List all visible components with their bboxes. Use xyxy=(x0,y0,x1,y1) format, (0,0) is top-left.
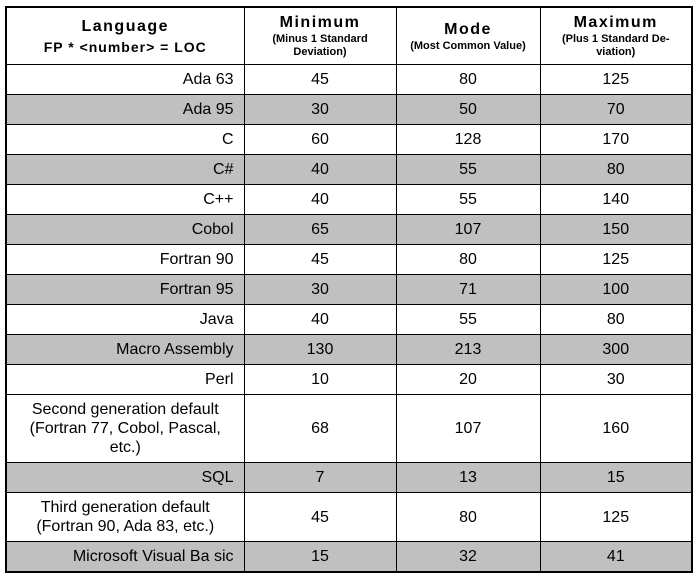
mode-cell: 55 xyxy=(395,304,541,335)
min-cell: 40 xyxy=(243,304,397,335)
table-row: Java 40 55 80 xyxy=(5,304,693,335)
mode-header-subtitle: (Most Common Value) xyxy=(410,39,526,52)
mode-cell: 128 xyxy=(395,124,541,155)
max-cell: 300 xyxy=(539,334,693,365)
language-header-formula: FP * <number> = LOC xyxy=(43,38,207,55)
language-cell: Ada 95 xyxy=(5,94,245,125)
language-cell: Third generation default (Fortran 90, Ad… xyxy=(5,492,245,542)
min-cell: 65 xyxy=(243,214,397,245)
table-row: C 60 128 170 xyxy=(5,124,693,155)
min-cell: 130 xyxy=(243,334,397,365)
table-row: Second generation default (Fortran 77, C… xyxy=(5,394,693,463)
max-cell: 80 xyxy=(539,304,693,335)
language-cell: Second generation default (Fortran 77, C… xyxy=(5,394,245,463)
mode-cell: 71 xyxy=(395,274,541,305)
max-cell: 140 xyxy=(539,184,693,215)
min-cell: 68 xyxy=(243,394,397,463)
language-cell: Java xyxy=(5,304,245,335)
language-cell: Fortran 90 xyxy=(5,244,245,275)
table-row: Macro Assembly 130 213 300 xyxy=(5,334,693,365)
table-row: Microsoft Visual Ba sic 15 32 41 xyxy=(5,541,693,573)
table-row: Fortran 95 30 71 100 xyxy=(5,274,693,305)
min-cell: 60 xyxy=(243,124,397,155)
min-cell: 30 xyxy=(243,274,397,305)
mode-header-title: Mode xyxy=(444,20,492,38)
max-cell: 125 xyxy=(539,492,693,542)
max-cell: 41 xyxy=(539,541,693,573)
mode-cell: 80 xyxy=(395,244,541,275)
min-cell: 7 xyxy=(243,462,397,493)
minimum-header-title: Minimum xyxy=(279,14,361,31)
mode-cell: 80 xyxy=(395,64,541,95)
min-cell: 45 xyxy=(243,64,397,95)
language-cell: Macro Assembly xyxy=(5,334,245,365)
maximum-header-subtitle: (Plus 1 Standard De- viation) xyxy=(561,33,670,58)
col-header-minimum: Minimum (Minus 1 Standard Deviation) xyxy=(243,6,397,65)
max-cell: 80 xyxy=(539,154,693,185)
language-cell: Perl xyxy=(5,364,245,395)
minimum-header-subtitle: (Minus 1 Standard Deviation) xyxy=(272,33,368,58)
mode-cell: 107 xyxy=(395,394,541,463)
min-cell: 40 xyxy=(243,184,397,215)
mode-cell: 20 xyxy=(395,364,541,395)
table-row: C# 40 55 80 xyxy=(5,154,693,185)
language-cell: C++ xyxy=(5,184,245,215)
language-cell: Cobol xyxy=(5,214,245,245)
language-cell: Microsoft Visual Ba sic xyxy=(5,541,245,573)
table-row: Third generation default (Fortran 90, Ad… xyxy=(5,492,693,542)
col-header-mode: Mode (Most Common Value) xyxy=(395,6,541,65)
min-cell: 30 xyxy=(243,94,397,125)
mode-cell: 107 xyxy=(395,214,541,245)
max-cell: 100 xyxy=(539,274,693,305)
mode-cell: 55 xyxy=(395,154,541,185)
min-cell: 15 xyxy=(243,541,397,573)
language-cell: Fortran 95 xyxy=(5,274,245,305)
min-cell: 10 xyxy=(243,364,397,395)
table-row: C++ 40 55 140 xyxy=(5,184,693,215)
col-header-language: Language FP * <number> = LOC xyxy=(5,6,245,65)
mode-cell: 80 xyxy=(395,492,541,542)
max-cell: 170 xyxy=(539,124,693,155)
language-cell: C xyxy=(5,124,245,155)
language-cell: C# xyxy=(5,154,245,185)
maximum-header-title: Maximum xyxy=(573,14,658,31)
max-cell: 150 xyxy=(539,214,693,245)
mode-cell: 50 xyxy=(395,94,541,125)
mode-cell: 213 xyxy=(395,334,541,365)
language-cell: SQL xyxy=(5,462,245,493)
language-header-title: Language xyxy=(81,17,170,35)
max-cell: 70 xyxy=(539,94,693,125)
mode-cell: 13 xyxy=(395,462,541,493)
max-cell: 160 xyxy=(539,394,693,463)
table-row: Ada 95 30 50 70 xyxy=(5,94,693,125)
min-cell: 40 xyxy=(243,154,397,185)
mode-cell: 55 xyxy=(395,184,541,215)
table-row: SQL 7 13 15 xyxy=(5,462,693,493)
max-cell: 30 xyxy=(539,364,693,395)
header-row: Language FP * <number> = LOC Minimum (Mi… xyxy=(5,6,693,65)
min-cell: 45 xyxy=(243,244,397,275)
col-header-maximum: Maximum (Plus 1 Standard De- viation) xyxy=(539,6,693,65)
min-cell: 45 xyxy=(243,492,397,542)
max-cell: 125 xyxy=(539,64,693,95)
max-cell: 125 xyxy=(539,244,693,275)
table-row: Perl 10 20 30 xyxy=(5,364,693,395)
mode-cell: 32 xyxy=(395,541,541,573)
table-row: Ada 63 45 80 125 xyxy=(5,64,693,95)
fp-loc-conversion-table: Language FP * <number> = LOC Minimum (Mi… xyxy=(5,6,693,573)
table-row: Fortran 90 45 80 125 xyxy=(5,244,693,275)
language-cell: Ada 63 xyxy=(5,64,245,95)
table-row: Cobol 65 107 150 xyxy=(5,214,693,245)
max-cell: 15 xyxy=(539,462,693,493)
